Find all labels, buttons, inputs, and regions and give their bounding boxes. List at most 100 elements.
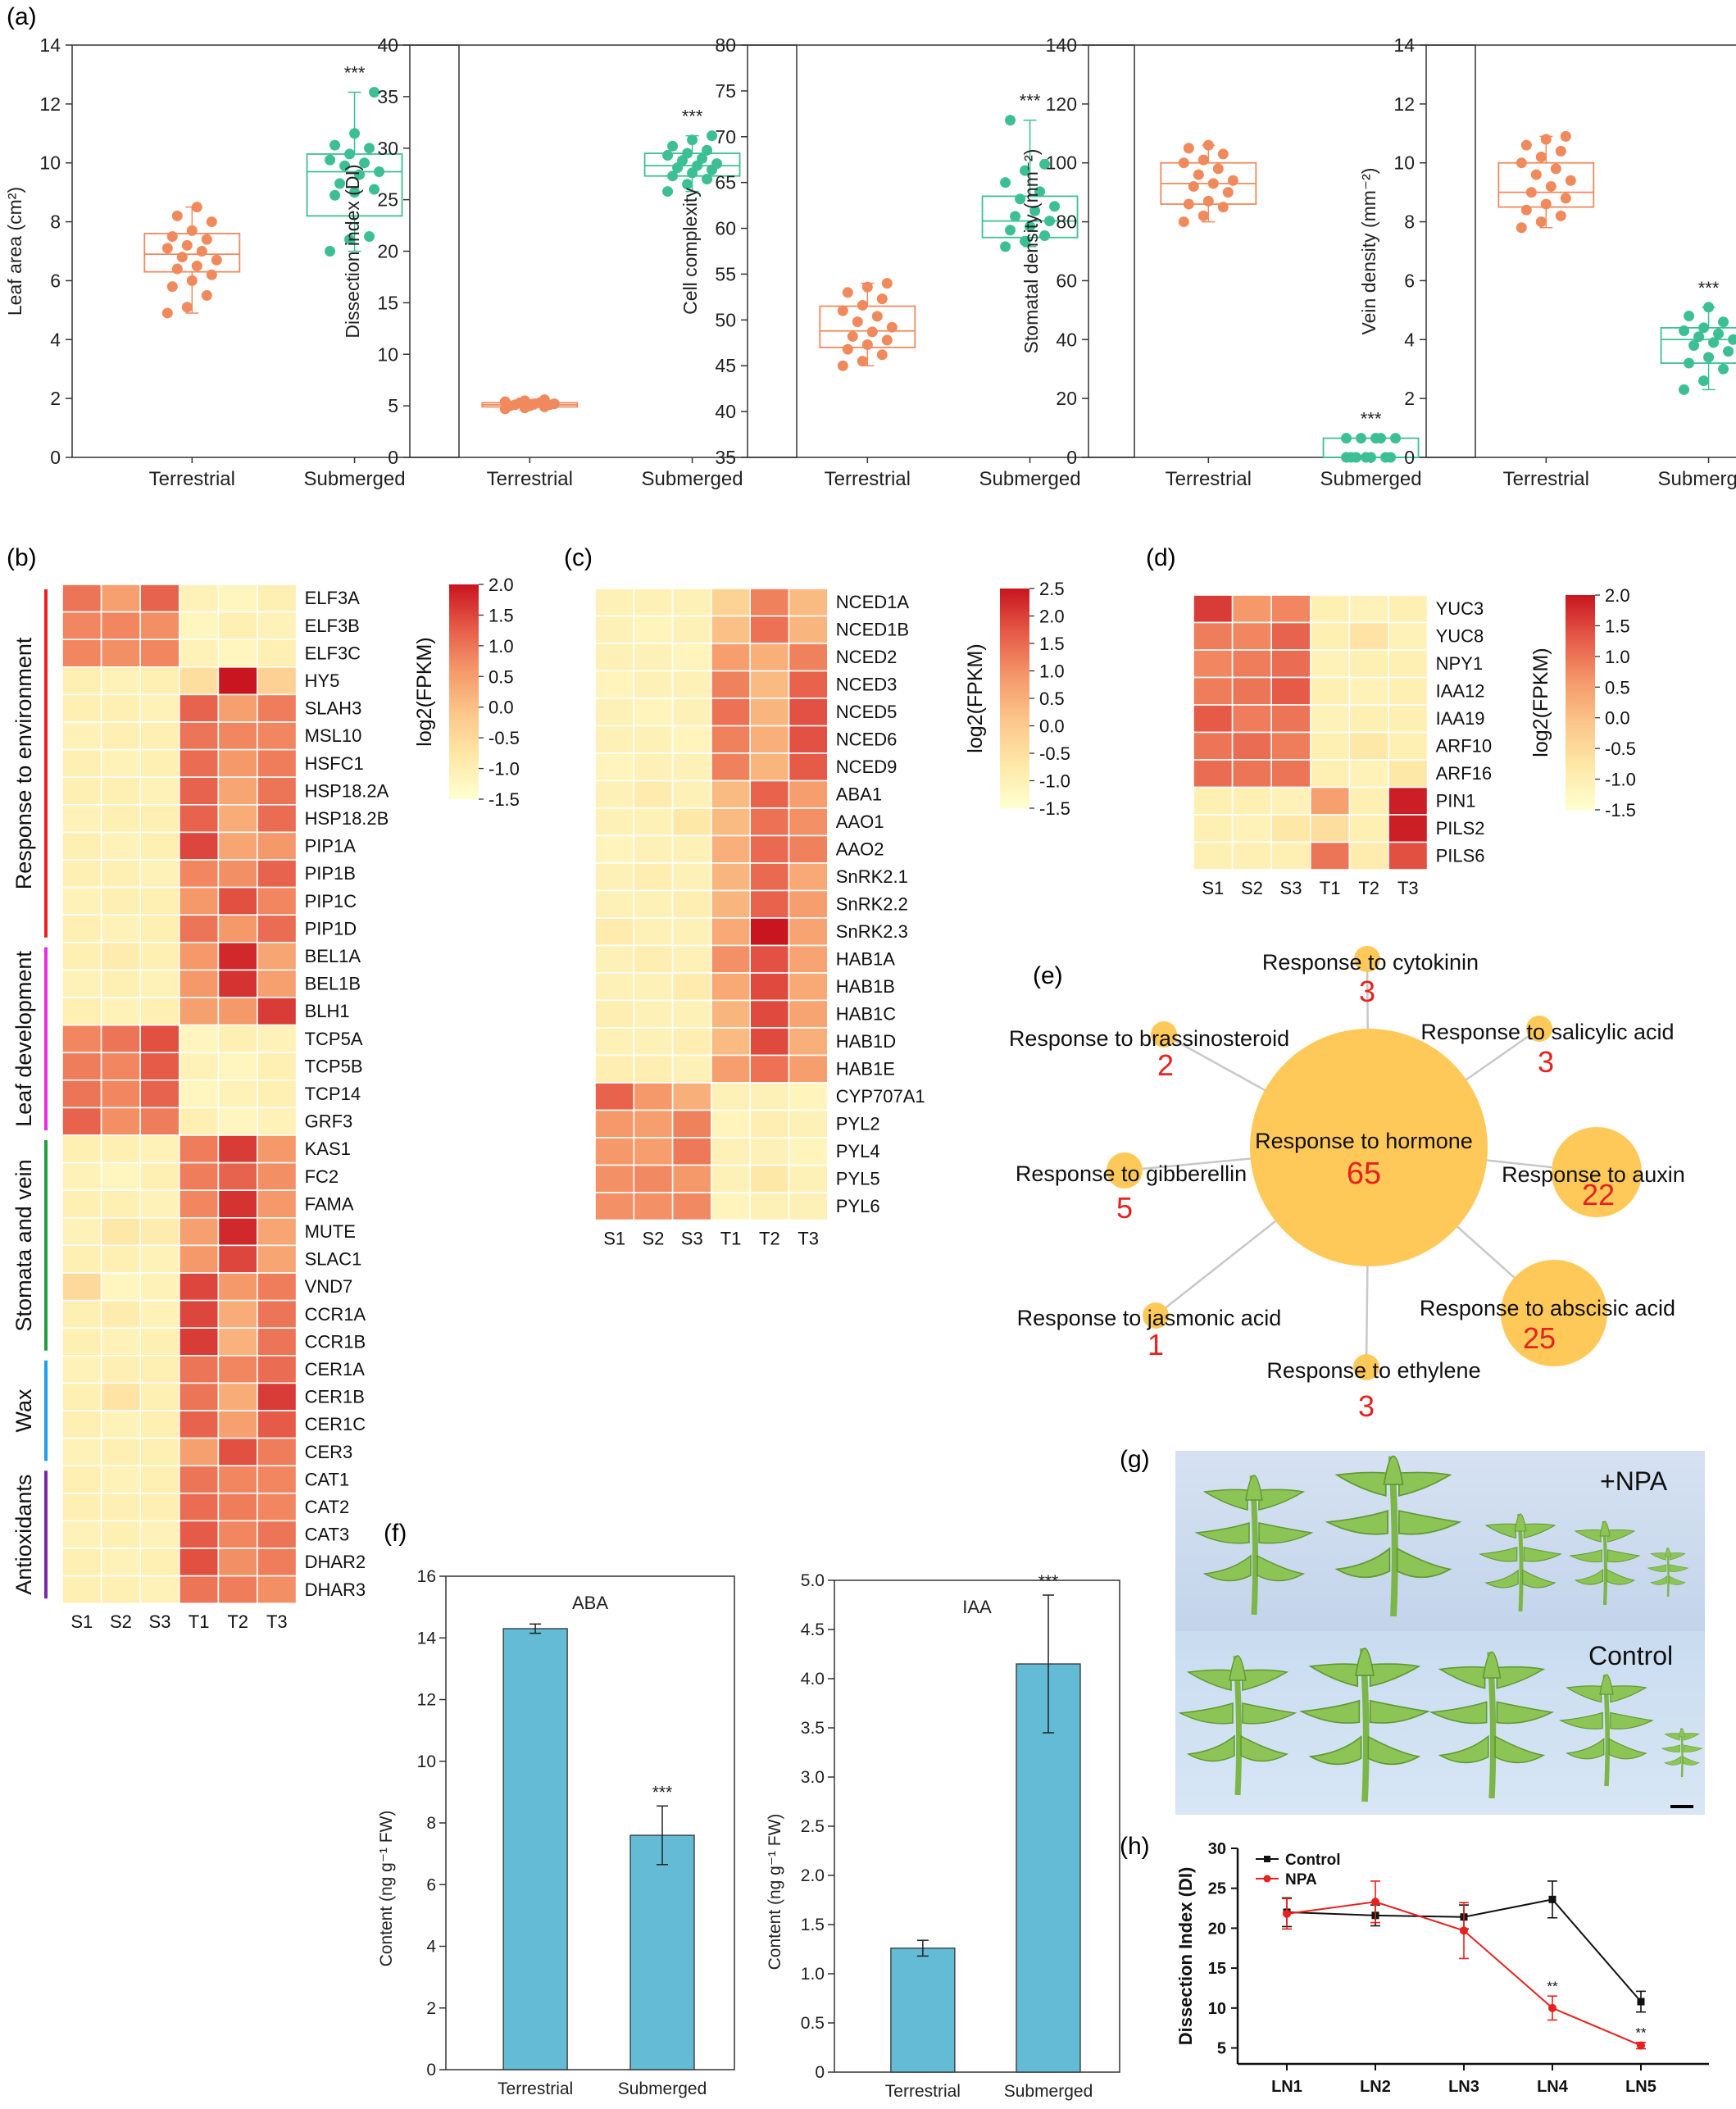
term-bubble	[1143, 1302, 1169, 1329]
heatmap-cell	[788, 807, 829, 837]
term-count: 22	[1582, 1178, 1615, 1211]
gene-label: BEL1A	[305, 946, 361, 966]
y-tick-label: 14	[417, 1629, 437, 1648]
y-tick-label: 8	[426, 1814, 436, 1833]
y-tick-label: 12	[1393, 93, 1415, 115]
data-point	[1193, 169, 1204, 180]
gene-label: HSP18.2B	[305, 808, 389, 829]
heatmap-cell	[139, 1575, 180, 1604]
heatmap-cell	[257, 886, 298, 916]
term-count: 1	[1147, 1328, 1164, 1361]
heatmap-cell	[711, 889, 752, 919]
y-tick-label: 60	[1056, 270, 1077, 291]
heatmap-cell	[633, 889, 674, 919]
data-point	[667, 170, 679, 182]
heatmap-cell	[594, 1192, 635, 1221]
heatmap-cell	[633, 1192, 674, 1221]
heatmap-cell	[139, 997, 180, 1026]
heatmap-cell	[788, 834, 829, 864]
term-count: 2	[1157, 1048, 1174, 1082]
significance-mark: ***	[1361, 409, 1382, 430]
heatmap-cell	[1310, 649, 1351, 679]
heatmap-cell	[749, 1137, 790, 1166]
data-point	[1188, 180, 1199, 192]
data-point	[702, 144, 713, 156]
data-point	[702, 173, 713, 184]
heatmap-cell	[594, 807, 635, 837]
heatmap-cell	[788, 588, 829, 617]
data-point	[711, 158, 723, 170]
heatmap-cell	[139, 1437, 180, 1466]
data-point	[1684, 357, 1695, 369]
heatmap-cell	[633, 752, 674, 782]
gene-label: CCR1B	[305, 1331, 366, 1352]
y-tick-label: 45	[715, 355, 736, 376]
sample-label: T2	[759, 1229, 780, 1249]
data-point	[548, 398, 560, 410]
gene-label: ABA1	[836, 784, 882, 805]
heatmap-cell	[671, 807, 712, 837]
heatmap-cell	[749, 834, 790, 864]
leaf	[1661, 1728, 1703, 1778]
heatmap-cell	[217, 1410, 258, 1439]
heatmap-cell	[594, 999, 635, 1029]
data-point	[1000, 177, 1011, 189]
leaf	[1479, 1513, 1562, 1612]
data-point	[1025, 220, 1036, 232]
heatmap-cell	[257, 1244, 298, 1274]
y-tick-label: 80	[715, 34, 736, 56]
heatmap-cell	[217, 639, 258, 668]
heatmap-cell	[179, 1327, 220, 1357]
heatmap-cell	[179, 1493, 220, 1522]
panel-label-f: (f)	[384, 1520, 407, 1547]
data-point	[707, 130, 718, 142]
data-point	[1197, 210, 1209, 221]
gene-label: DHAR2	[305, 1552, 366, 1572]
y-tick-label: 75	[715, 80, 736, 102]
heatmap-cell	[711, 725, 752, 754]
leaf-tip	[1665, 1548, 1671, 1557]
gene-label: NCED2	[836, 647, 898, 667]
heatmap-cell	[1348, 731, 1389, 761]
scale-tick-label: 1.0	[1039, 661, 1065, 682]
heatmap-cell	[257, 666, 298, 696]
heatmap-cell	[139, 1493, 180, 1522]
data-point	[166, 231, 178, 243]
leaf-lobe	[1569, 1549, 1602, 1563]
heatmap-cell	[179, 969, 220, 998]
leaf-lobe	[1194, 1521, 1250, 1544]
data-point	[847, 330, 858, 342]
heatmap-cell	[671, 643, 712, 672]
heatmap-cell	[139, 666, 180, 696]
heatmap-cell	[633, 1137, 674, 1166]
heatmap-cell	[749, 725, 790, 754]
heatmap-cell	[594, 972, 635, 1002]
y-tick-label: 50	[715, 309, 736, 330]
leaf-lobe	[1606, 1569, 1636, 1585]
scale-tick-label: 2.0	[1605, 585, 1630, 606]
panel-label-h: (h)	[1120, 1833, 1150, 1860]
heatmap-cell	[633, 972, 674, 1002]
term-label: Response to jasmonic acid	[1017, 1306, 1282, 1330]
data-point	[842, 343, 853, 355]
heatmap-cell	[788, 725, 829, 754]
heatmap-cell	[257, 1493, 298, 1522]
x-tick-label: Terrestrial	[885, 2082, 961, 2101]
data-point	[325, 246, 336, 257]
term-bubble	[1151, 1021, 1177, 1048]
data-point	[866, 326, 878, 338]
data-point	[1713, 328, 1725, 339]
scale-tick-label: 0.0	[1039, 716, 1065, 737]
gene-label: PILS2	[1436, 818, 1485, 839]
heatmap-cell	[217, 721, 258, 751]
data-point	[1516, 222, 1527, 234]
heatmap-cell	[711, 780, 752, 809]
heatmap-cell	[100, 831, 141, 861]
data-point	[349, 187, 361, 198]
scale-tick-label: 0.5	[489, 666, 514, 687]
heatmap-cell	[61, 886, 102, 916]
data-point	[364, 231, 375, 243]
data-point	[1684, 311, 1695, 322]
heatmap-cell	[100, 1575, 141, 1604]
term-count: 3	[1358, 1389, 1375, 1423]
